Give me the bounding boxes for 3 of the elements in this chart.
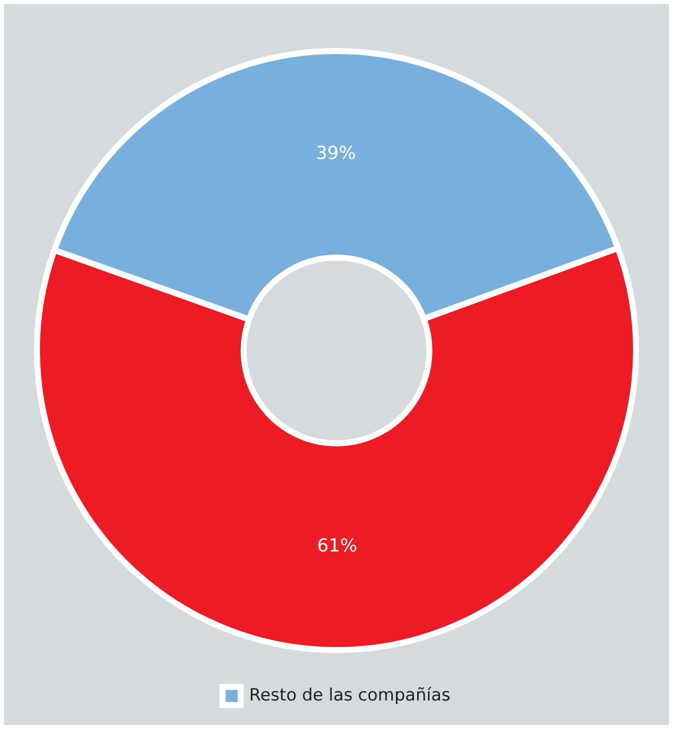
data-label: 61% [317, 535, 358, 556]
legend-label: Resto de las compañías [249, 685, 450, 706]
data-label: 39% [316, 143, 356, 164]
